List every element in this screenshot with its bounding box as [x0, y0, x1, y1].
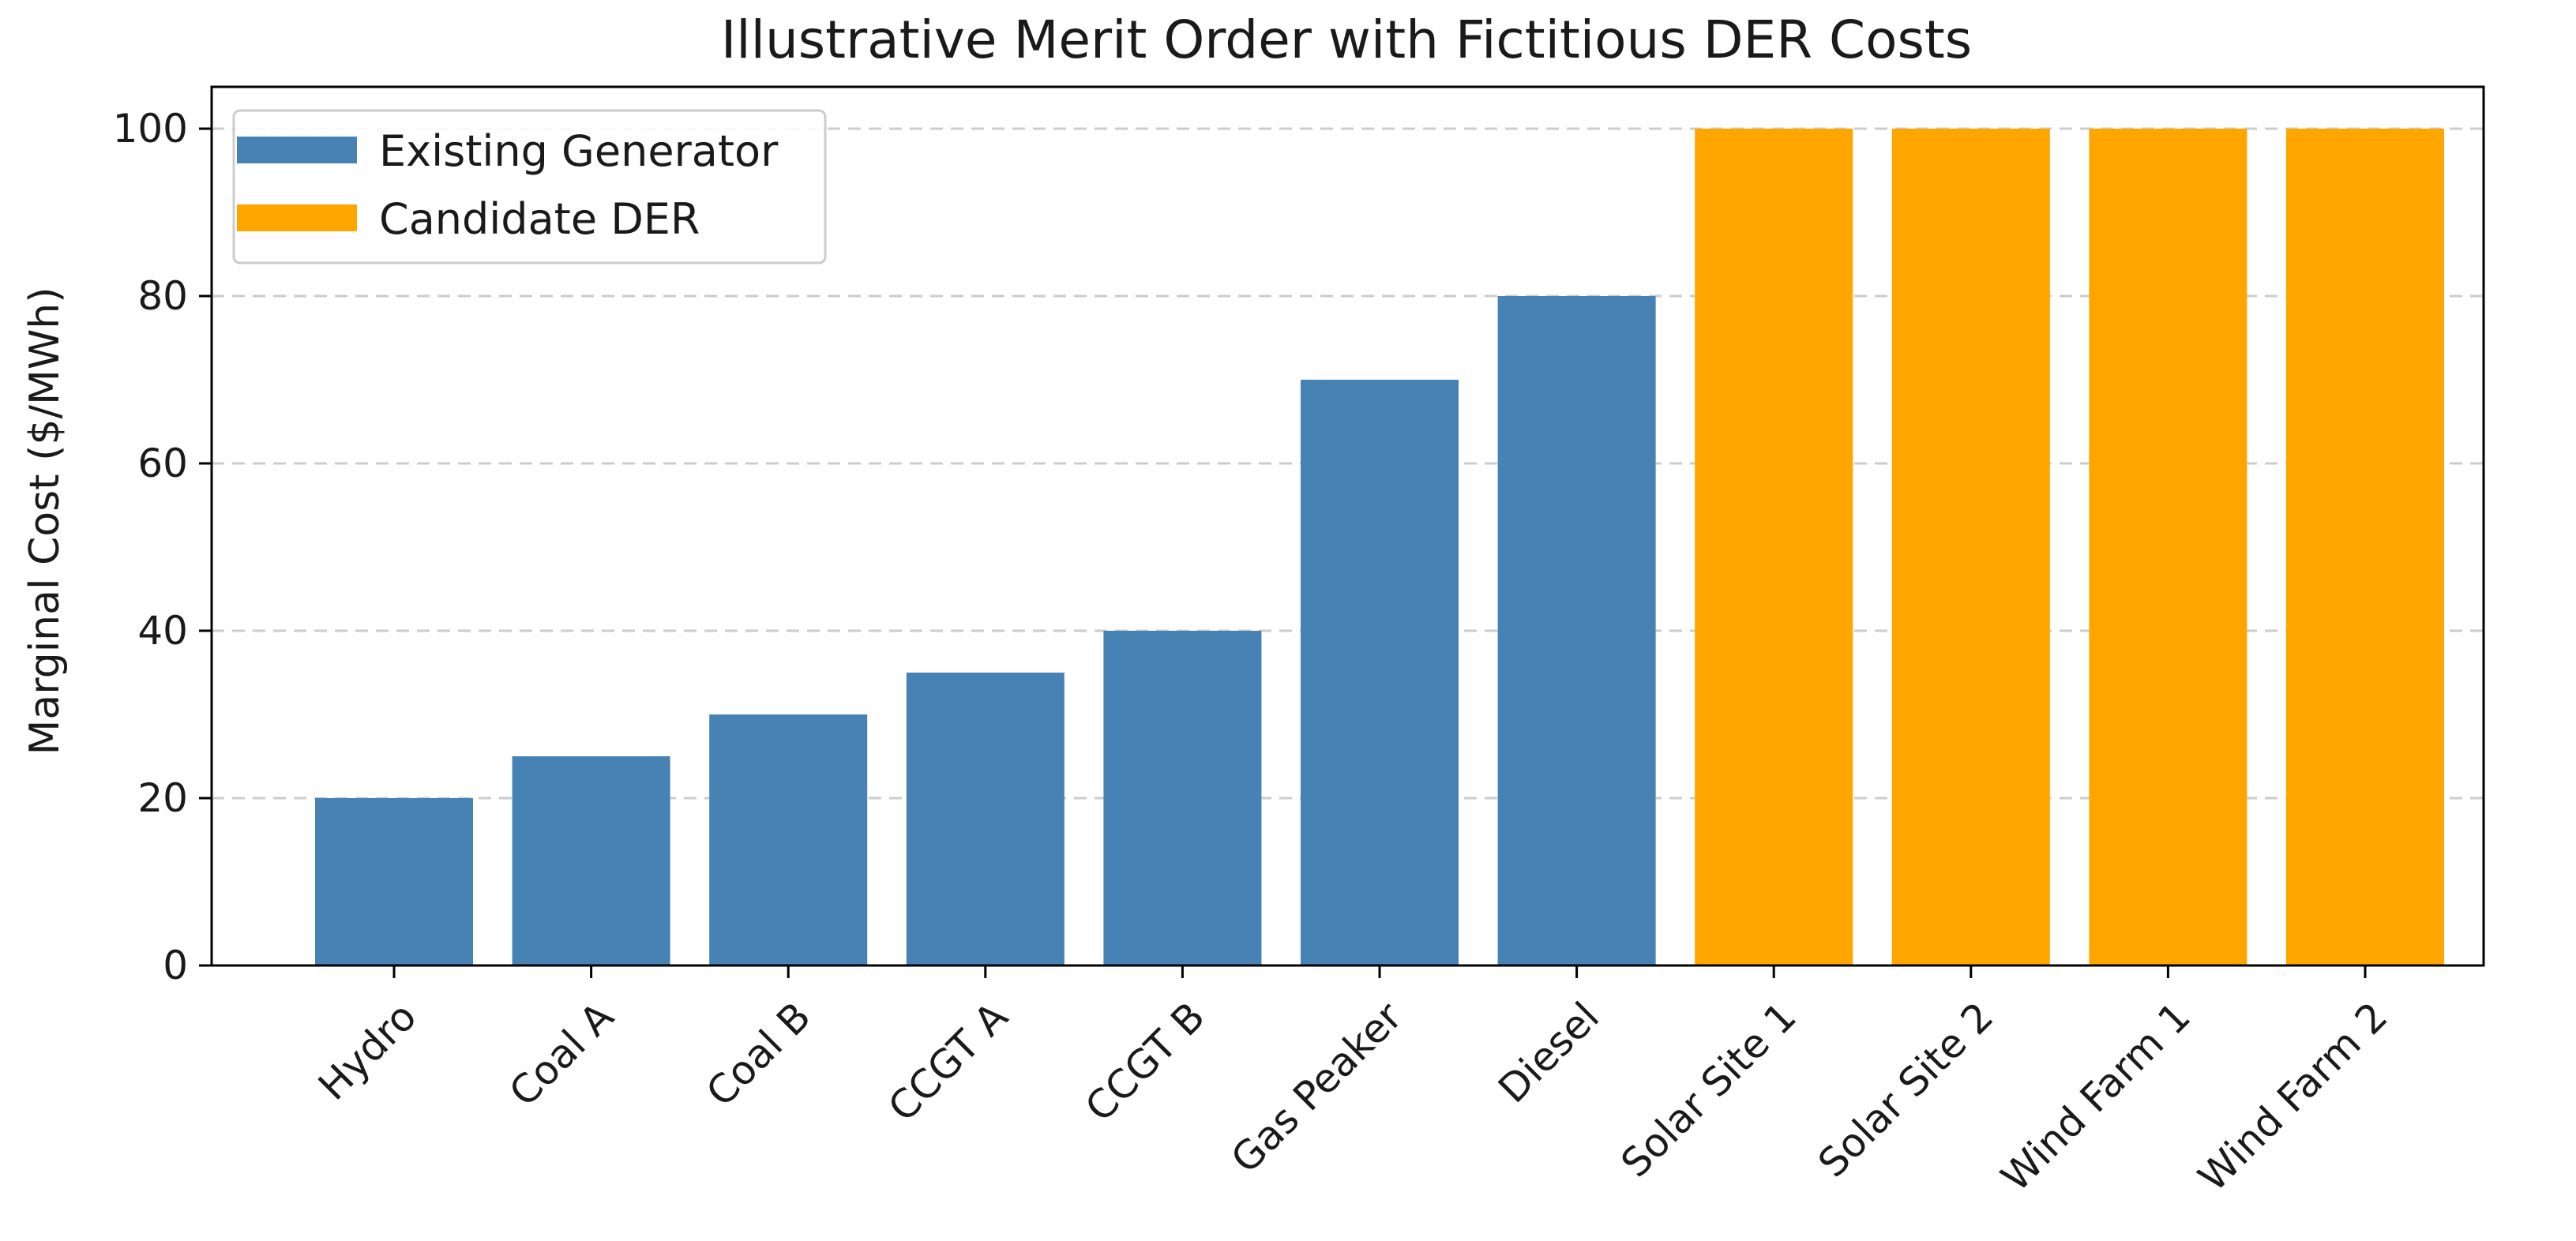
bar-wind-farm-2 [2286, 129, 2444, 965]
legend-swatch-candidate [237, 204, 357, 231]
bar-ccgt-a [906, 673, 1065, 965]
bar-solar-site-2 [1891, 129, 2050, 965]
bar-coal-a [512, 756, 670, 965]
bars [315, 129, 2444, 965]
legend-swatch-existing [237, 137, 357, 163]
y-tick-label: 0 [163, 943, 188, 988]
x-tick-label: Gas Peaker [1222, 993, 1411, 1182]
plot-frame [210, 85, 2485, 967]
x-tick-label: Coal B [697, 993, 819, 1115]
legend-label-candidate: Candidate DER [379, 194, 700, 244]
bar-ccgt-b [1103, 631, 1262, 965]
x-tick-label: CCGT B [1076, 993, 1214, 1130]
legend: Existing Generator Candidate DER [232, 109, 827, 264]
bar-gas-peaker [1301, 380, 1459, 965]
x-tick-label: Wind Farm 2 [2190, 993, 2397, 1200]
legend-box [232, 109, 827, 264]
x-tick-label: Wind Farm 1 [1992, 993, 2199, 1200]
bar-diesel [1497, 296, 1656, 965]
x-tick-label: Solar Site 2 [1809, 993, 2002, 1186]
chart-title: Illustrative Merit Order with Fictitious… [721, 9, 1972, 70]
y-tick-label: 100 [113, 106, 188, 152]
bar-coal-b [709, 714, 868, 965]
x-axis-ticks: Hydro Coal A Coal B CCGT A CCGT B Gas Peaker D… [310, 965, 2397, 1200]
y-tick-label: 20 [137, 775, 188, 821]
x-tick-label: Solar Site 1 [1613, 993, 1805, 1186]
y-axis-label: Marginal Cost ($/MWh) [21, 287, 69, 755]
x-tick-label: Hydro [310, 993, 425, 1108]
bar-hydro [315, 798, 473, 965]
bar-wind-farm-1 [2089, 129, 2247, 965]
y-axis-ticks: 0 20 40 60 80 100 [113, 106, 212, 988]
x-tick-label: Coal A [501, 993, 622, 1115]
y-tick-label: 60 [137, 441, 188, 486]
legend-label-existing: Existing Generator [379, 126, 779, 176]
bar-solar-site-1 [1695, 129, 1853, 965]
y-tick-label: 40 [137, 608, 188, 654]
x-tick-label: CCGT A [880, 993, 1017, 1130]
x-tick-label: Diesel [1489, 993, 1608, 1112]
y-tick-label: 80 [137, 273, 188, 319]
